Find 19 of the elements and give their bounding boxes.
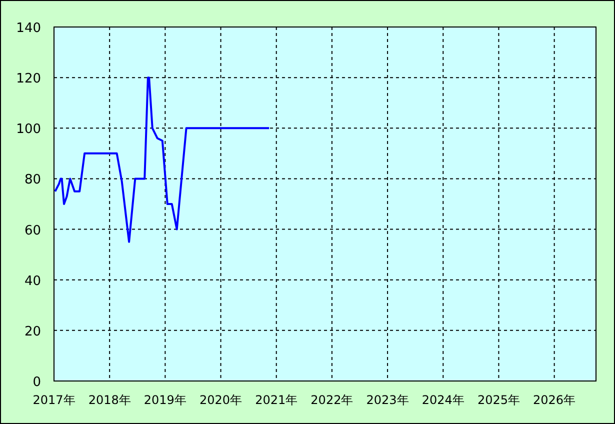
y-tick-label: 120 <box>16 72 41 87</box>
x-tick-label: 2024年 <box>422 393 464 407</box>
y-tick-label: 40 <box>24 274 41 289</box>
x-tick-label: 2018年 <box>88 393 131 407</box>
y-tick-label: 20 <box>24 324 41 340</box>
x-tick-label: 2025年 <box>477 393 520 407</box>
x-tick-label: 2021年 <box>255 393 298 407</box>
x-tick-label: 2019年 <box>144 393 186 407</box>
y-tick-label: 80 <box>24 172 41 188</box>
y-tick-label: 60 <box>24 223 41 238</box>
x-tick-label: 2017年 <box>32 393 76 407</box>
y-tick-label: 140 <box>16 21 41 36</box>
x-tick-label: 2022年 <box>310 393 354 407</box>
line-series <box>54 76 270 243</box>
x-tick-label: 2020年 <box>199 393 242 407</box>
y-tick-label: 100 <box>16 122 41 138</box>
x-tick-label: 2023年 <box>366 393 409 407</box>
x-tick-label: 2026年 <box>533 393 576 407</box>
y-tick-label: 0 <box>32 375 41 390</box>
